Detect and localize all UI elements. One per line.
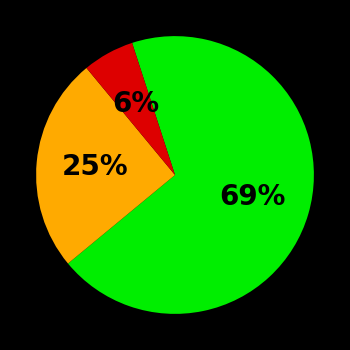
Wedge shape	[86, 43, 175, 175]
Text: 69%: 69%	[219, 183, 286, 211]
Wedge shape	[68, 36, 314, 314]
Text: 25%: 25%	[62, 153, 128, 181]
Text: 6%: 6%	[113, 90, 160, 118]
Wedge shape	[36, 68, 175, 264]
